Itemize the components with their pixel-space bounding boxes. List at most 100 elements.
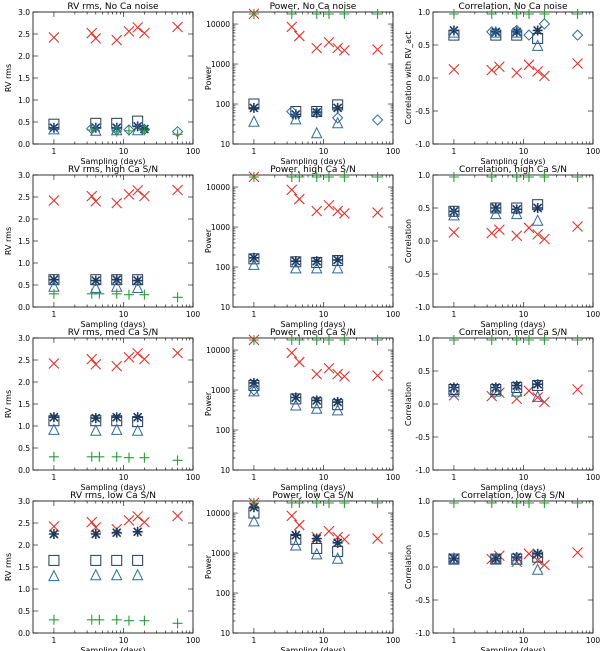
data-point-square — [90, 554, 102, 566]
data-point-triangle — [489, 551, 502, 564]
data-point-star — [448, 382, 459, 393]
y-tick-label: 1000 — [211, 386, 230, 395]
plot-frame — [432, 174, 594, 308]
data-point-red — [86, 190, 98, 202]
data-point-green — [111, 288, 122, 299]
data-point-red — [293, 193, 305, 205]
data-point-green — [323, 335, 334, 345]
data-point-green — [48, 614, 59, 625]
y-tick-label: -0.5 — [415, 433, 430, 442]
data-point-green — [323, 498, 334, 508]
y-tick-label: 10 — [220, 629, 230, 638]
data-point-red — [48, 358, 60, 369]
data-point-green — [486, 9, 497, 19]
data-point-green — [172, 455, 183, 466]
data-point-green — [339, 172, 350, 182]
data-point-red — [572, 221, 583, 232]
y-tick-label: 3.0 — [18, 334, 30, 343]
y-tick-label: 100 — [216, 426, 231, 435]
data-point-triangle — [510, 207, 523, 220]
data-point-square — [248, 379, 260, 391]
data-point-square — [311, 542, 323, 554]
data-point-star — [311, 395, 322, 406]
x-tick-label: 100 — [386, 636, 401, 645]
x-axis-label: Sampling (days) — [480, 646, 545, 651]
data-point-diamond — [331, 112, 344, 124]
x-axis-label: Sampling (days) — [280, 483, 345, 492]
data-point-square — [48, 554, 60, 566]
data-point-star — [90, 413, 101, 424]
data-point-star — [448, 206, 459, 217]
data-point-triangle — [448, 208, 460, 221]
data-point-green — [523, 172, 534, 182]
y-tick-label: 1.0 — [418, 497, 430, 506]
data-point-red — [90, 359, 102, 370]
data-point-triangle — [331, 116, 344, 129]
data-point-green — [372, 9, 383, 19]
x-tick-label: 100 — [586, 636, 600, 645]
x-tick-label: 1 — [52, 310, 57, 319]
data-point-star — [111, 274, 122, 285]
x-axis-label: Sampling (days) — [80, 320, 145, 329]
data-point-green — [172, 292, 183, 303]
panel-title: RV rms, No Ca noise — [67, 2, 159, 12]
x-tick-label: 1 — [452, 147, 457, 156]
data-point-triangle — [248, 384, 260, 397]
y-tick-label: 2.5 — [18, 30, 30, 39]
data-point-triangle — [531, 214, 544, 226]
data-point-triangle — [448, 385, 460, 397]
x-tick-label: 100 — [386, 310, 401, 319]
data-point-triangle — [248, 115, 260, 127]
panel-title: Correlation, med Ca S/N — [459, 328, 567, 338]
y-tick-label: 100 — [216, 589, 231, 598]
y-tick-label: 10000 — [206, 346, 230, 355]
data-point-red — [86, 516, 98, 528]
x-tick-label: 1 — [252, 473, 257, 482]
data-point-star — [90, 275, 101, 286]
y-axis-label: Correlation — [404, 219, 413, 263]
data-point-square — [311, 256, 323, 268]
data-point-red — [532, 229, 544, 240]
data-point-triangle — [331, 261, 344, 274]
data-point-triangle — [48, 423, 60, 435]
x-tick-label: 1 — [452, 473, 457, 482]
data-point-star — [132, 526, 143, 537]
y-axis-label: Power — [204, 65, 213, 90]
data-point-red — [293, 519, 305, 531]
data-point-green — [248, 498, 259, 508]
data-point-green — [123, 615, 134, 626]
data-point-red — [539, 559, 550, 571]
data-point-green — [339, 335, 350, 345]
data-point-star — [132, 275, 143, 286]
y-tick-label: 0.5 — [18, 607, 30, 616]
x-tick-label: 100 — [586, 310, 600, 319]
data-point-green — [48, 288, 59, 299]
plot-frame — [32, 337, 194, 471]
x-tick-label: 10 — [319, 147, 329, 156]
y-tick-label: 3.0 — [18, 171, 30, 180]
data-point-triangle — [248, 258, 260, 270]
x-tick-label: 10 — [519, 310, 529, 319]
y-tick-label: 1.5 — [18, 74, 30, 83]
data-point-diamond — [571, 29, 584, 41]
data-point-green — [294, 172, 305, 182]
data-point-red — [311, 368, 323, 380]
data-point-triangle — [131, 424, 144, 436]
data-point-green — [523, 498, 534, 508]
data-point-red — [90, 196, 102, 207]
y-tick-label: 2.0 — [18, 541, 30, 550]
y-axis-label: Correlation — [404, 545, 413, 589]
data-point-green — [372, 498, 383, 508]
data-point-red — [372, 533, 383, 544]
data-point-star — [532, 25, 543, 36]
data-point-triangle — [310, 547, 323, 560]
data-point-star — [290, 530, 301, 541]
data-point-green — [339, 9, 350, 19]
y-axis-label: Power — [204, 554, 213, 579]
y-tick-label: -0.5 — [415, 270, 430, 279]
data-point-green — [511, 335, 522, 345]
y-tick-label: 0.0 — [418, 563, 430, 572]
y-axis-label: RV rms — [4, 553, 13, 581]
plot-frame — [32, 500, 194, 634]
